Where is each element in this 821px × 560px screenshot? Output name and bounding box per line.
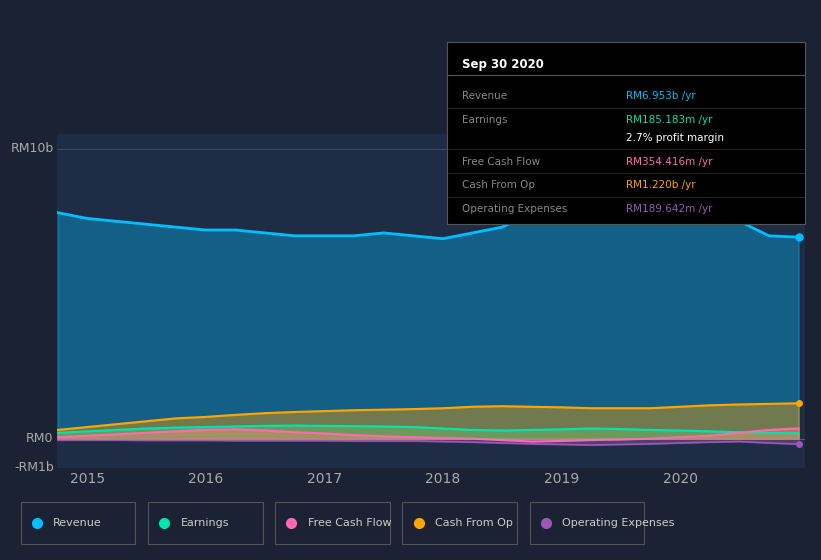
Text: Operating Expenses: Operating Expenses	[562, 518, 675, 528]
Text: Earnings: Earnings	[461, 115, 507, 125]
Text: RM0: RM0	[26, 432, 53, 445]
Text: Cash From Op: Cash From Op	[461, 180, 534, 190]
Text: -RM1b: -RM1b	[14, 461, 53, 474]
Text: 2.7% profit margin: 2.7% profit margin	[626, 133, 724, 143]
Text: Cash From Op: Cash From Op	[435, 518, 513, 528]
Text: RM354.416m /yr: RM354.416m /yr	[626, 157, 713, 167]
Text: Earnings: Earnings	[181, 518, 229, 528]
FancyBboxPatch shape	[530, 502, 644, 544]
Text: Sep 30 2020: Sep 30 2020	[461, 58, 544, 71]
Text: RM10b: RM10b	[11, 142, 53, 155]
Text: RM189.642m /yr: RM189.642m /yr	[626, 204, 713, 214]
FancyBboxPatch shape	[148, 502, 263, 544]
Text: RM1.220b /yr: RM1.220b /yr	[626, 180, 695, 190]
Text: Free Cash Flow: Free Cash Flow	[308, 518, 392, 528]
Text: Operating Expenses: Operating Expenses	[461, 204, 567, 214]
Text: RM185.183m /yr: RM185.183m /yr	[626, 115, 713, 125]
Text: RM6.953b /yr: RM6.953b /yr	[626, 91, 695, 101]
FancyBboxPatch shape	[21, 502, 135, 544]
FancyBboxPatch shape	[275, 502, 390, 544]
Text: Free Cash Flow: Free Cash Flow	[461, 157, 540, 167]
Text: Revenue: Revenue	[461, 91, 507, 101]
FancyBboxPatch shape	[402, 502, 517, 544]
Text: Revenue: Revenue	[53, 518, 102, 528]
